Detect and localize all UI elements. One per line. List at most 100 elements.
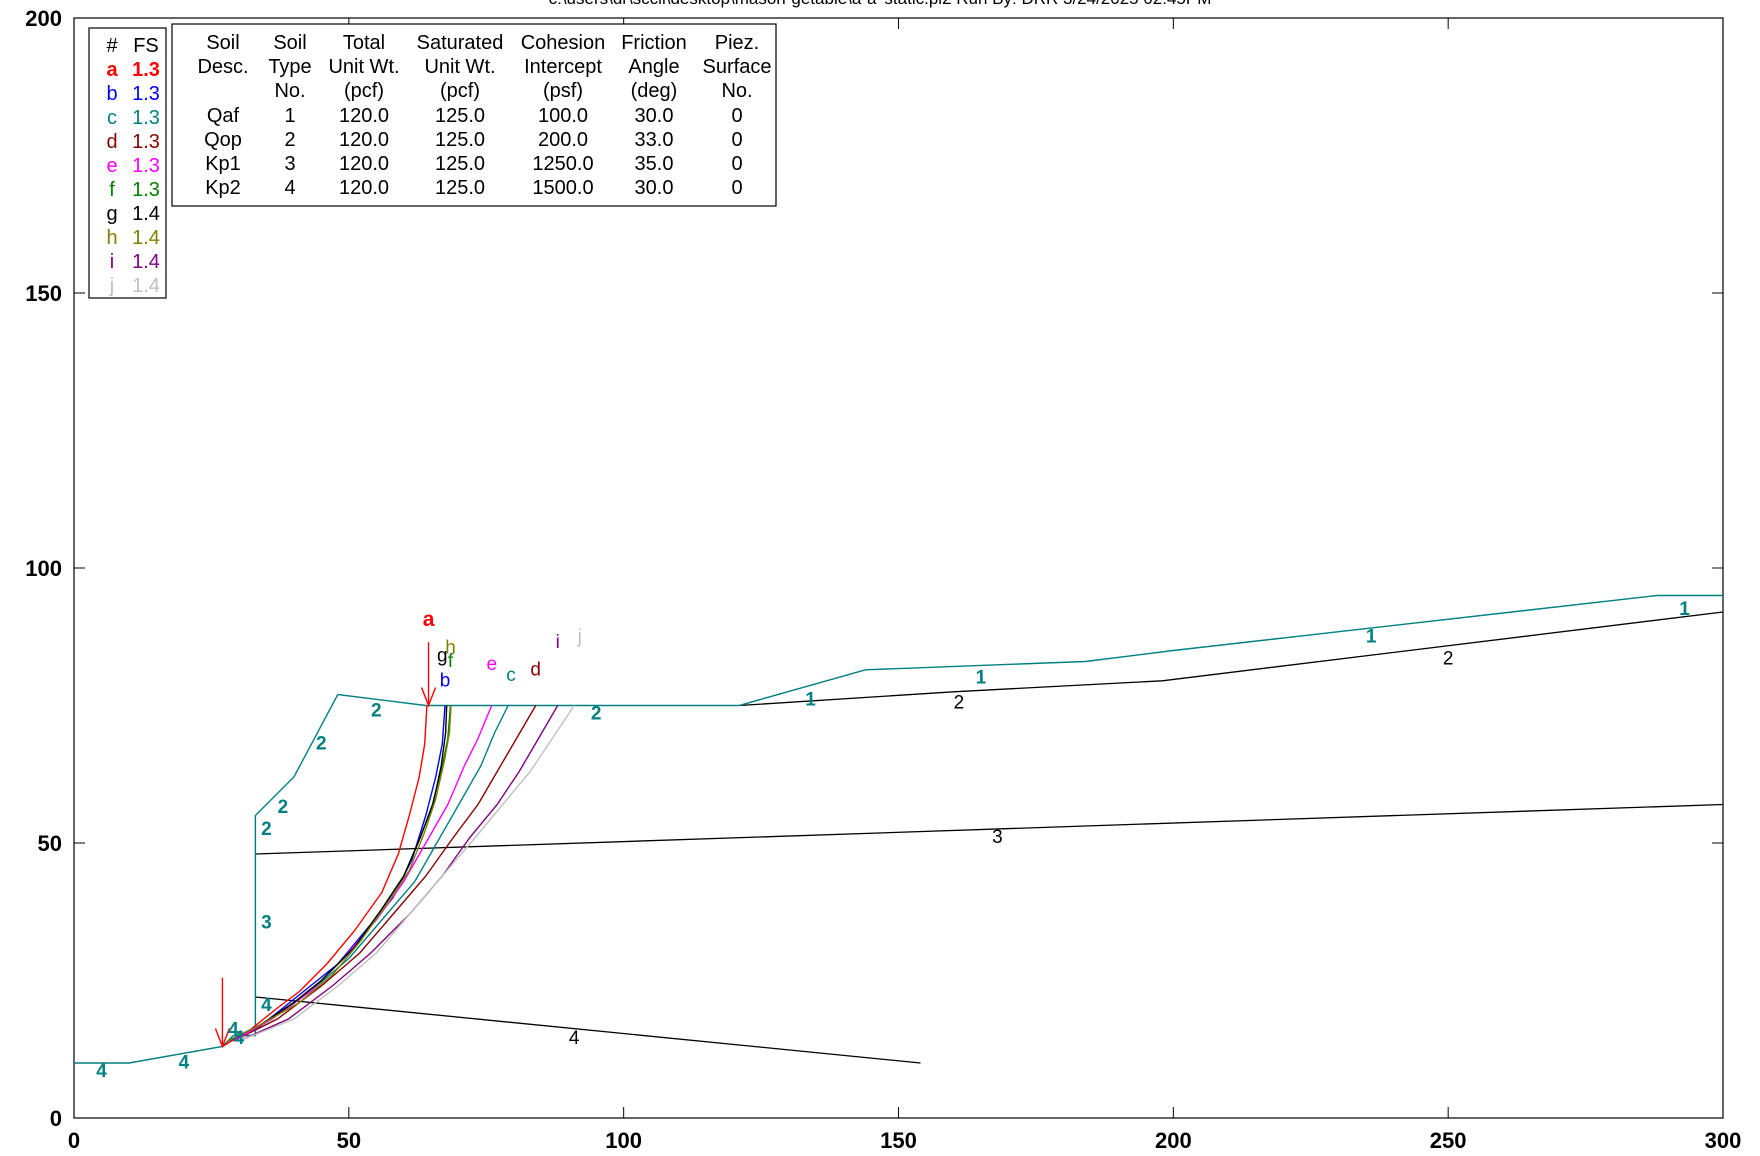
slip-surface-b [227,705,446,1042]
soil-table-header: (psf) [543,80,583,102]
fs-legend-value-e: 1.3 [132,155,160,177]
soil-table-cell: 125.0 [435,129,485,151]
fs-legend-id-b: b [106,83,117,105]
y-tick-label: 100 [25,556,62,581]
x-tick-label: 100 [605,1128,642,1153]
fs-legend-value-g: 1.4 [132,203,160,225]
soil-boundaries [255,611,1724,1064]
soil-table-header: (pcf) [344,80,384,102]
soil-table-header: Cohesion [521,32,606,54]
fs-legend-header-id: # [106,35,118,57]
slip-surface-h [227,705,452,1042]
ground-surface-line [74,594,1723,1064]
soil-table-header: No. [274,80,305,102]
soil-table-cell: 120.0 [339,129,389,151]
y-tick-label: 50 [38,831,62,856]
soil-table-cell: 1500.0 [532,177,593,199]
soil-type-label: 1 [976,668,987,689]
slip-surface-c [233,705,509,1042]
surface-label-i: i [556,632,560,653]
boundary-line-4 [255,996,921,1064]
soil-type-label: 4 [228,1020,239,1041]
slip-surface-g [227,705,448,1042]
surface-label-b: b [440,670,451,691]
soil-table-cell: 0 [731,105,742,127]
soil-table-header: (deg) [631,80,678,102]
fs-legend: # FS a 1.3 b 1.3 c 1.3 d 1.3 e 1.3 f 1.3 g 1.4 h 1.4 i 1.4 j… [88,27,167,299]
soil-table-cell: 120.0 [339,105,389,127]
soil-table-cell: 0 [731,129,742,151]
soil-table-header: Angle [628,56,679,78]
fs-legend-value-h: 1.4 [132,227,160,249]
soil-table-header: Desc. [197,56,248,78]
fs-legend-value-c: 1.3 [132,107,160,129]
y-tick-label: 0 [50,1106,62,1131]
soil-table-frame [171,23,777,207]
x-tick-label: 0 [68,1128,80,1153]
fs-legend-value-j: 1.4 [132,275,160,297]
soil-table-header: Soil [206,32,239,54]
soil-table-header: Friction [621,32,687,54]
surface-label-j: j [577,626,582,647]
x-tick-label: 200 [1155,1128,1192,1153]
slip-surface-a [222,705,428,1048]
soil-table-cell: Kp1 [205,153,241,175]
soil-table-cell: 100.0 [538,105,588,127]
soil-table-header: Piez. [715,32,759,54]
soil-table-cell: 1250.0 [532,153,593,175]
y-tick-label: 150 [25,281,62,306]
slip-surface-e [233,705,493,1042]
slip-surface-f [227,705,452,1042]
x-tick-label: 50 [337,1128,361,1153]
fs-legend-id-a: a [106,59,118,81]
surface-label-e: e [486,654,497,675]
soil-type-label: 4 [96,1061,107,1082]
boundary-label: 3 [992,827,1003,848]
soil-table-cell: 3 [284,153,295,175]
fs-legend-id-c: c [107,107,117,129]
surface-label-d: d [530,659,541,680]
ground-surface [74,594,1723,1064]
soil-table-cell: 125.0 [435,105,485,127]
soil-table-cell: 2 [284,129,295,151]
soil-table-header: (pcf) [440,80,480,102]
soil-type-label: 4 [261,995,272,1016]
soil-table-header: Intercept [524,56,602,78]
fs-legend-id-j: j [109,275,114,297]
soil-table-cell: Qaf [207,105,240,127]
surface-label-f: f [448,651,454,672]
surface-label-g: g [437,646,448,667]
fs-legend-value-f: 1.3 [132,179,160,201]
soil-table-header: Soil [273,32,306,54]
soil-type-label: 1 [1679,599,1690,620]
fs-legend-value-d: 1.3 [132,131,160,153]
boundary-label: 4 [569,1028,580,1049]
soil-table-header: Total [343,32,385,54]
soil-table-cell: 125.0 [435,177,485,199]
soil-table-header: Type [268,56,311,78]
fs-legend-frame [88,27,167,299]
soil-type-label: 4 [179,1053,190,1074]
soil-type-label: 2 [261,819,272,840]
soil-table-cell: Kp2 [205,177,241,199]
slip-surface-i [238,705,559,1042]
fs-legend-id-e: e [106,155,117,177]
load-arrows [214,642,437,1049]
soil-type-label: 2 [591,703,602,724]
surface-label-a: a [423,608,435,631]
soil-table-cell: 33.0 [635,129,674,151]
soil-table-cell: 35.0 [635,153,674,175]
soil-table-cell: 120.0 [339,177,389,199]
load-arrow-head-1 [214,1028,231,1049]
soil-table-header: Saturated [417,32,504,54]
soil-table-cell: 200.0 [538,129,588,151]
soil-table-cell: 30.0 [635,105,674,127]
fs-legend-value-i: 1.4 [132,251,160,273]
soil-type-label: 2 [371,701,382,722]
fs-legend-id-g: g [106,203,117,225]
slip-surface-d [233,705,537,1042]
soil-type-label: 4 [234,1028,245,1049]
